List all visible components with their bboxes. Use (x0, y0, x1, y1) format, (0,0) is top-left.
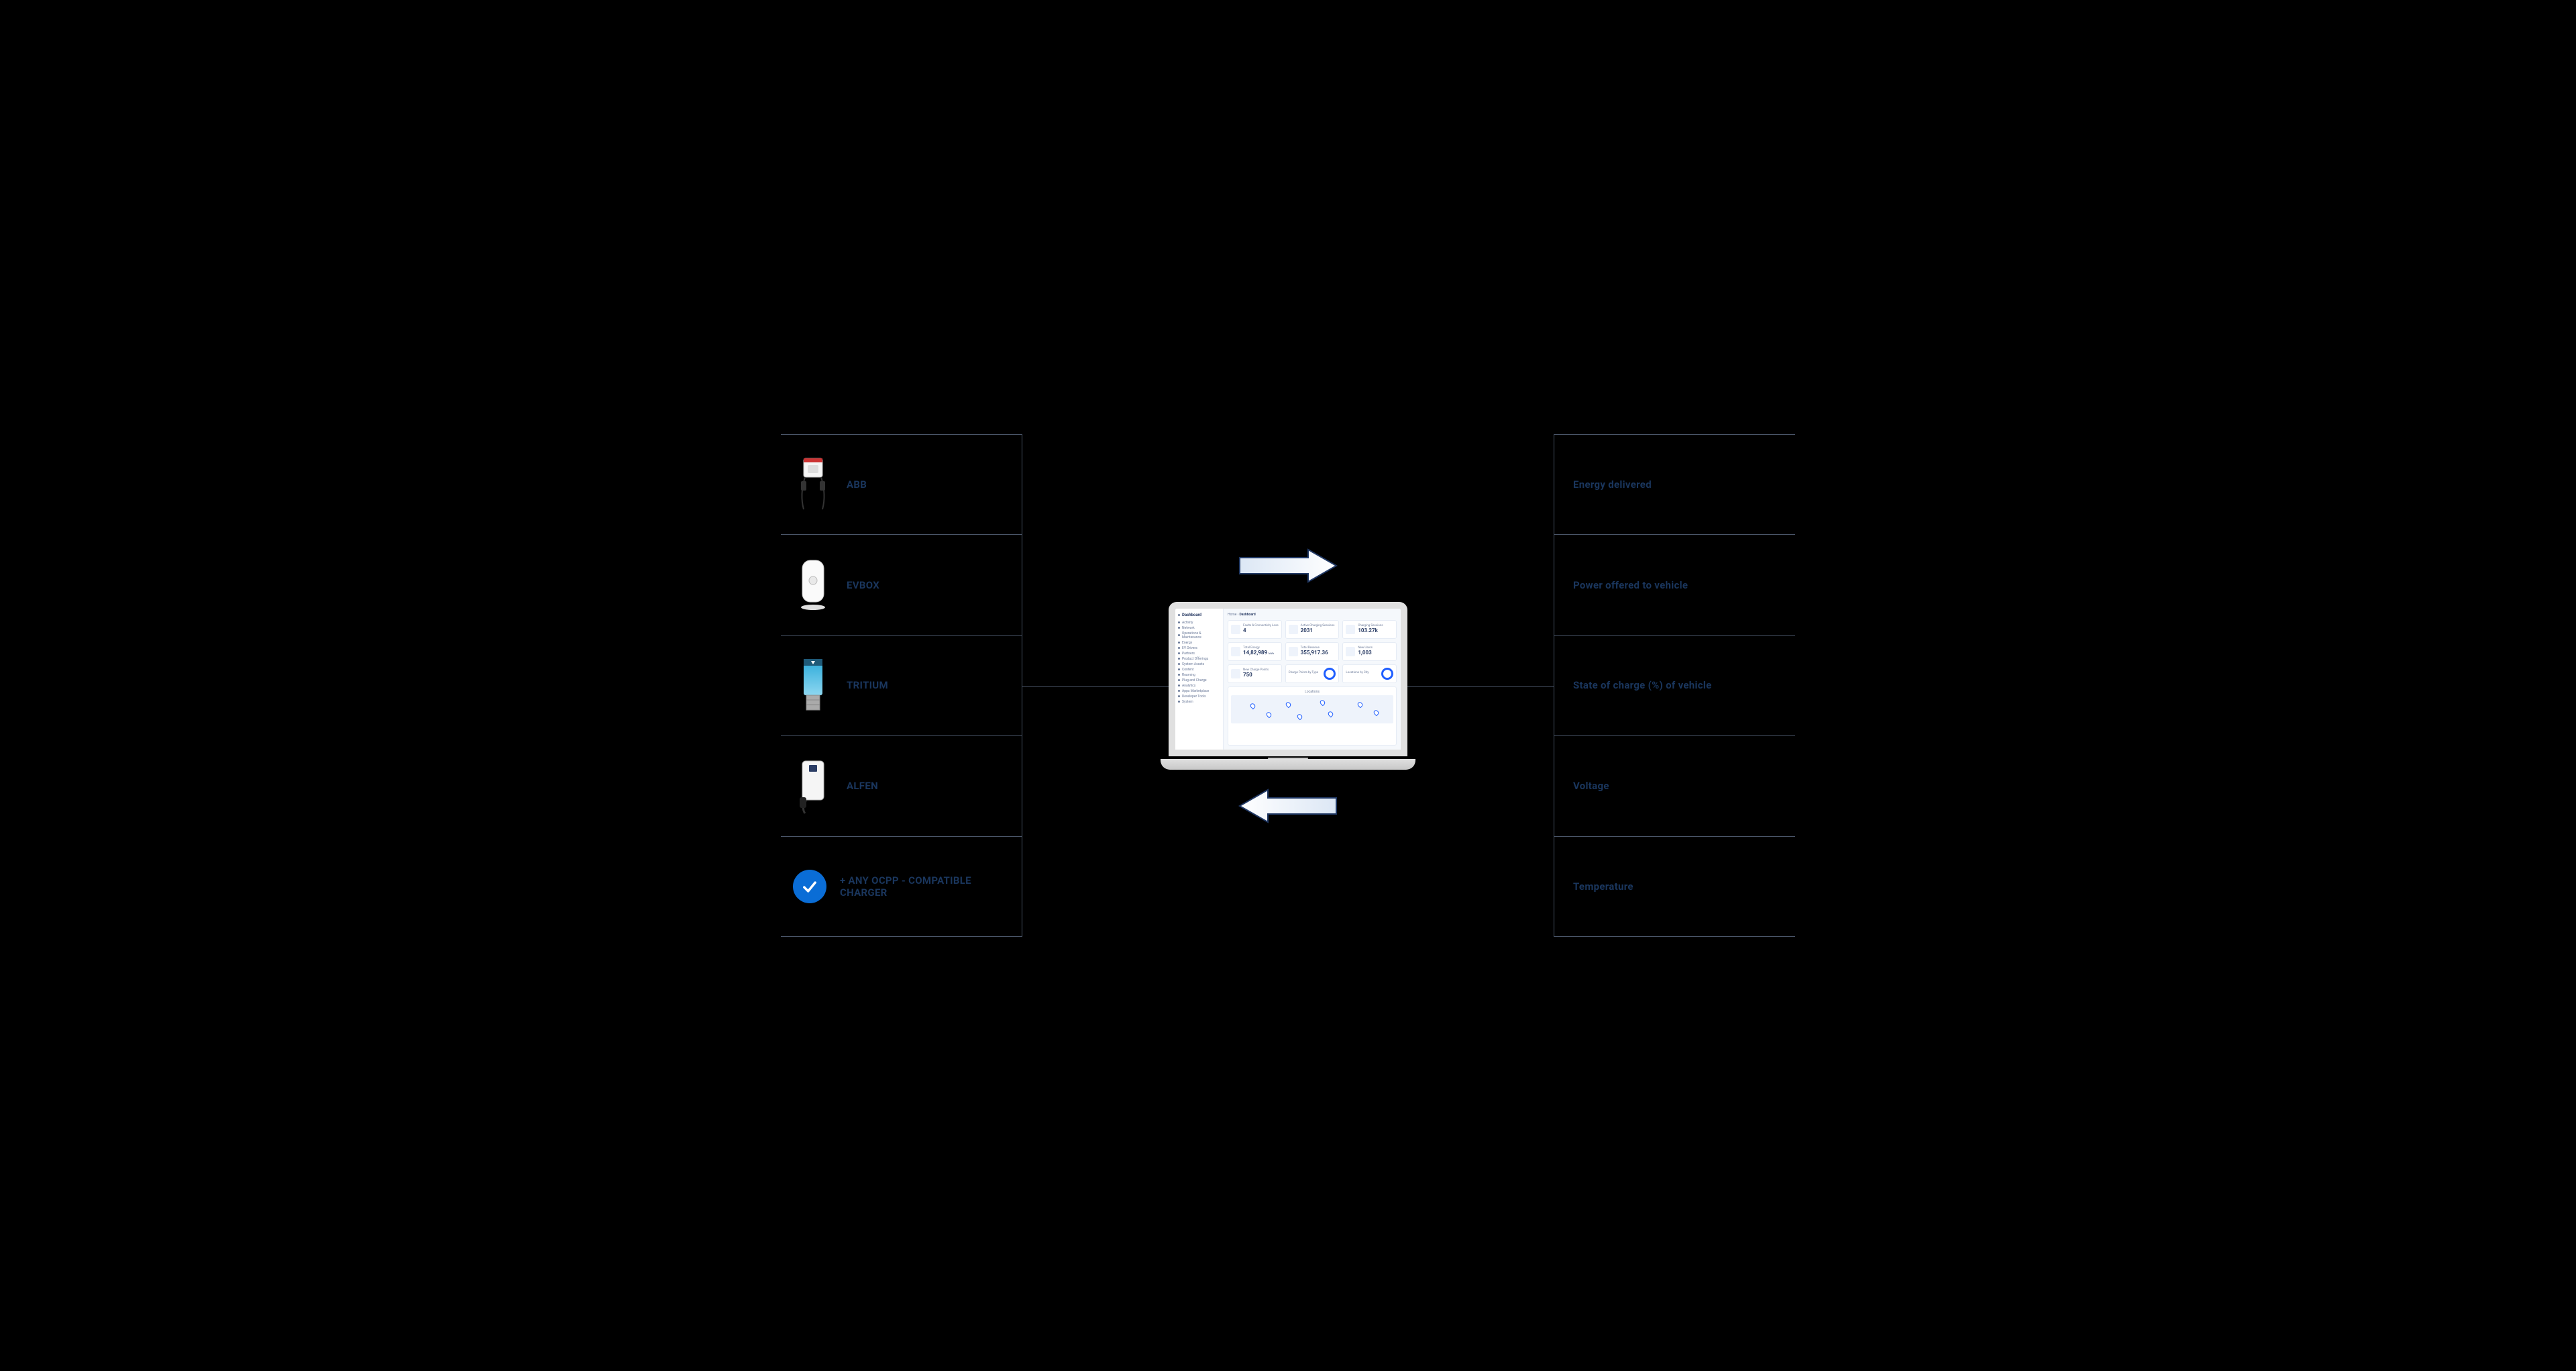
metric-label: Temperature (1566, 880, 1633, 893)
integration-diagram: ABB EVBOX (781, 434, 1795, 937)
map-pin-icon (1267, 713, 1271, 717)
sidebar-title: Dashboard (1178, 613, 1220, 617)
arrow-left-icon (1234, 786, 1342, 826)
dashboard-card: Total Energy14,82,989 kWh (1228, 642, 1282, 661)
dashboard-card: Charging Sessions103.27k (1342, 620, 1397, 639)
dashboard-sidebar: Dashboard ActivityNetworkOperations & Ma… (1175, 609, 1224, 750)
metric-row: State of charge (%) of vehicle (1554, 636, 1795, 736)
dashboard-card: New Users1,003 (1342, 642, 1397, 661)
charger-label: EVBOX (847, 579, 879, 591)
sidebar-item: Operations & Maintenance (1178, 631, 1220, 640)
map-pin-icon (1358, 702, 1362, 707)
dashboard-card: New Charge Points750 (1228, 664, 1282, 683)
charger-label: ALFEN (847, 780, 878, 792)
dashboard-card: Total Revenue355,917.36 (1285, 642, 1340, 661)
dashboard-main: Home › Dashboard Faults & Connectivity L… (1224, 609, 1401, 750)
chargers-column: ABB EVBOX (781, 434, 1022, 937)
map-pin-icon (1297, 715, 1302, 719)
charger-row-any-ocpp: + ANY OCPP - COMPATIBLE CHARGER (781, 837, 1022, 937)
charger-label: TRITIUM (847, 679, 888, 691)
sidebar-item: System (1178, 699, 1220, 705)
dashboard-card: Active Charging Sessions2031 (1285, 620, 1340, 639)
center-column: Dashboard ActivityNetworkOperations & Ma… (1022, 434, 1554, 937)
metric-label: State of charge (%) of vehicle (1566, 679, 1712, 691)
metrics-column: Energy delivered Power offered to vehicl… (1554, 434, 1795, 937)
dashboard-map: Locations (1228, 687, 1397, 746)
dashboard-card: Charge Points by Type (1285, 664, 1340, 683)
sidebar-item: Activity (1178, 620, 1220, 625)
metric-row: Power offered to vehicle (1554, 535, 1795, 636)
sidebar-item: Network (1178, 625, 1220, 631)
breadcrumb: Home › Dashboard (1228, 613, 1397, 617)
map-pin-icon (1374, 711, 1379, 715)
sidebar-item: Plug and Charge (1178, 678, 1220, 683)
sidebar-item: System Assets (1178, 662, 1220, 667)
sidebar-item: Apps Marketplace (1178, 689, 1220, 694)
map-pin-icon (1250, 703, 1255, 708)
sidebar-item: Product Offerings (1178, 656, 1220, 662)
abb-charger-icon (793, 454, 833, 515)
laptop-screen: Dashboard ActivityNetworkOperations & Ma… (1169, 602, 1407, 756)
charger-row-evbox: EVBOX (781, 535, 1022, 636)
metric-row: Energy delivered (1554, 434, 1795, 536)
charger-label: ABB (847, 478, 867, 491)
breadcrumb-current: Dashboard (1239, 613, 1255, 617)
charger-row-abb: ABB (781, 434, 1022, 536)
sidebar-item: Roaming (1178, 672, 1220, 678)
sidebar-item: Developer Tools (1178, 694, 1220, 699)
sidebar-title-text: Dashboard (1182, 613, 1201, 617)
dashboard-card: Faults & Connectivity Loss4 (1228, 620, 1282, 639)
dashboard-app: Dashboard ActivityNetworkOperations & Ma… (1175, 609, 1401, 750)
check-badge-icon (793, 870, 826, 903)
sidebar-item: Partners (1178, 651, 1220, 656)
dashboard-cards: Faults & Connectivity Loss4Active Chargi… (1228, 620, 1397, 683)
map-pin-icon (1286, 702, 1291, 707)
sidebar-item: Content (1178, 667, 1220, 672)
metric-label: Power offered to vehicle (1566, 579, 1688, 591)
laptop-dashboard: Dashboard ActivityNetworkOperations & Ma… (1161, 602, 1415, 770)
charger-row-tritium: TRITIUM (781, 636, 1022, 736)
metric-row: Temperature (1554, 837, 1795, 937)
charger-row-alfen: ALFEN (781, 736, 1022, 837)
metric-label: Energy delivered (1566, 478, 1652, 491)
alfen-charger-icon (793, 756, 833, 816)
dashboard-card: Locations by City (1342, 664, 1397, 683)
map-body (1231, 695, 1393, 723)
metric-label: Voltage (1566, 780, 1609, 792)
charger-label: + ANY OCPP - COMPATIBLE CHARGER (840, 874, 994, 899)
evbox-charger-icon (793, 555, 833, 615)
arrow-right-icon (1234, 546, 1342, 586)
map-pin-icon (1328, 712, 1333, 717)
map-title: Locations (1231, 690, 1393, 694)
metric-row: Voltage (1554, 736, 1795, 837)
sidebar-item: Energy (1178, 640, 1220, 646)
breadcrumb-home: Home (1228, 613, 1236, 617)
sidebar-item: EV Drivers (1178, 646, 1220, 651)
tritium-charger-icon (793, 655, 833, 715)
laptop-base (1161, 759, 1415, 770)
sidebar-item: Analytics (1178, 683, 1220, 689)
map-pin-icon (1320, 701, 1325, 705)
